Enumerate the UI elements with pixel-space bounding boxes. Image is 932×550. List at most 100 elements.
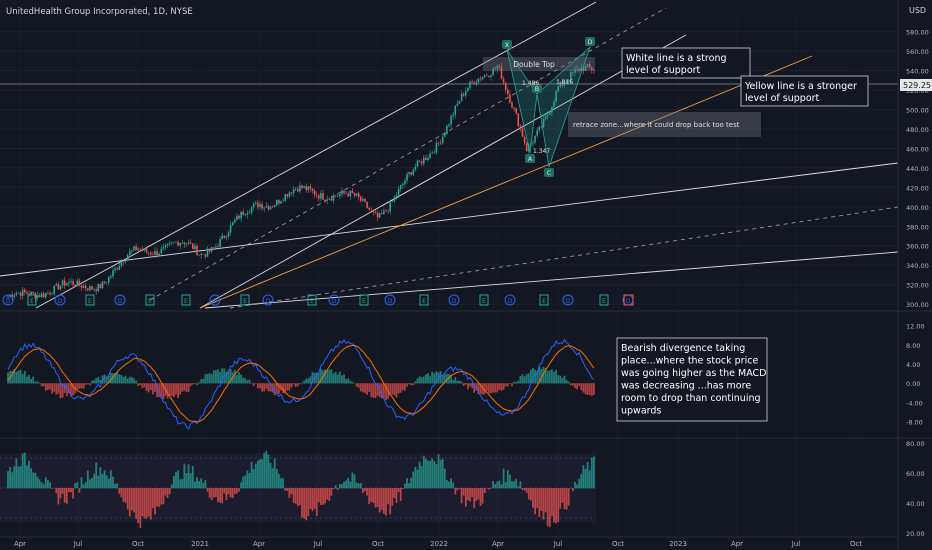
candle-body	[586, 64, 589, 67]
macd-histogram-bar	[23, 371, 26, 384]
rsi-bar	[114, 483, 116, 489]
candle-body	[221, 235, 223, 240]
candle-body	[368, 207, 370, 210]
candle-body	[465, 91, 467, 96]
candle-body	[454, 105, 457, 115]
event-marker-label: D	[266, 298, 271, 305]
event-marker-earnings	[539, 294, 549, 306]
rsi-bar	[332, 488, 335, 490]
candle-body	[576, 68, 578, 70]
candle-body	[374, 211, 377, 213]
candle-body	[326, 199, 328, 201]
candle-body	[328, 198, 331, 200]
macd-histogram-bar	[374, 383, 377, 398]
rsi-bar	[452, 482, 455, 489]
candle-body	[238, 215, 240, 219]
macd-histogram-bar	[84, 383, 87, 385]
rsi-bar	[236, 488, 238, 494]
candle-body	[591, 67, 593, 70]
macd-histogram-bar	[311, 372, 314, 384]
candle-body	[30, 291, 32, 296]
candle-body	[24, 289, 26, 293]
macd-histogram-bar	[443, 373, 446, 384]
macd-histogram-bar	[292, 383, 295, 385]
macd-histogram-bar	[200, 379, 203, 384]
bearish-divergence-text: room to drop than continuing	[621, 393, 761, 404]
macd-histogram-bar	[530, 369, 532, 384]
rsi-bar	[368, 488, 371, 505]
event-marker-dividend	[262, 294, 274, 306]
macd-histogram-bar	[584, 383, 587, 395]
rsi-bar	[569, 487, 572, 489]
macd-histogram-bar	[107, 375, 110, 384]
rsi-bar	[131, 488, 133, 511]
rsi-bar	[21, 453, 24, 489]
candle-body	[362, 198, 364, 201]
macd-histogram-bar	[227, 370, 230, 384]
macd-histogram-bar	[538, 366, 541, 384]
candle-body	[261, 204, 263, 209]
candle-body	[263, 207, 265, 209]
rsi-bar	[322, 488, 324, 505]
macd-histogram-bar	[70, 383, 72, 397]
macd-histogram-bar	[416, 378, 419, 384]
rsi-bar	[567, 488, 570, 506]
candle-body	[473, 82, 475, 85]
candle-body	[395, 195, 398, 197]
rsi-bar	[32, 472, 35, 489]
candle-body	[408, 172, 410, 174]
rsi-bar	[223, 488, 226, 494]
candle-body	[17, 292, 20, 294]
rsi-bar	[530, 488, 532, 501]
macd-histogram-bar	[254, 383, 257, 384]
candle-body	[347, 193, 349, 197]
rsi-bar	[481, 488, 484, 504]
candle-body	[366, 201, 368, 208]
candle-body	[507, 89, 509, 95]
candle-body	[437, 142, 440, 144]
macd-histogram-bar	[112, 373, 114, 384]
rsi-tick-label: 40.00	[906, 500, 925, 508]
candle-body	[143, 248, 146, 251]
candle-body	[370, 209, 373, 211]
rsi-bar	[385, 488, 387, 516]
macd-histogram-bar	[359, 383, 362, 392]
macd-histogram-bar	[408, 383, 410, 385]
candle-body	[412, 169, 415, 175]
x-tick-label: 2021	[191, 540, 209, 548]
candle-body	[433, 152, 436, 154]
macd-histogram-bar	[504, 383, 507, 387]
rsi-bar	[158, 488, 161, 508]
candle-body	[525, 143, 528, 152]
rsi-bar	[404, 483, 406, 489]
macd-histogram-bar	[286, 383, 289, 391]
rsi-bar	[542, 488, 545, 520]
candle-body	[252, 203, 255, 208]
macd-histogram-bar	[118, 374, 121, 384]
pattern-point-X	[502, 40, 512, 49]
macd-histogram-bar	[215, 370, 217, 384]
candle-body	[181, 242, 184, 244]
pattern-label: B	[535, 85, 539, 93]
macd-histogram-bar	[248, 379, 251, 384]
macd-histogram-bar	[68, 383, 70, 394]
rsi-bar	[118, 488, 121, 494]
candle-body	[80, 285, 83, 288]
macd-histogram-bar	[572, 383, 574, 386]
macd-histogram-bar	[244, 378, 247, 384]
candle-body	[584, 66, 587, 71]
rsi-bar	[561, 488, 564, 503]
macd-histogram-bar	[561, 377, 564, 384]
y-tick-label: 300.00	[906, 301, 929, 309]
rsi-bar	[336, 488, 339, 491]
last-price-value: 529.25	[903, 81, 931, 90]
candle-body	[307, 186, 310, 191]
candle-body	[519, 125, 522, 129]
macd-histogram-bar	[187, 383, 190, 393]
rsi-bar	[471, 488, 473, 498]
rsi-bar	[269, 462, 272, 489]
event-marker-label: E	[602, 298, 606, 305]
event-marker-label: E	[542, 298, 546, 305]
macd-histogram-bar	[477, 383, 480, 394]
